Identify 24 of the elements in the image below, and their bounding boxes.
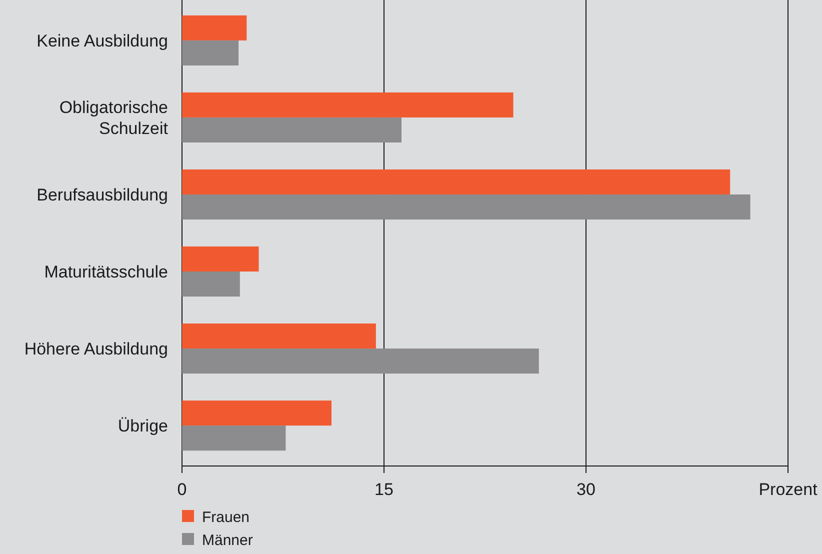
y-tick-label: Höhere Ausbildung	[24, 340, 168, 359]
bar	[182, 324, 376, 349]
x-tick-label: 15	[374, 480, 394, 499]
bar	[182, 246, 259, 272]
y-tick-label: Obligatorische Schulzeit	[59, 98, 168, 138]
y-tick-label: Übrige	[118, 416, 168, 436]
x-tick-label: 30	[576, 480, 596, 499]
bar	[182, 272, 240, 297]
bar	[182, 400, 332, 426]
x-tick-label: 0	[177, 480, 187, 499]
bar	[182, 169, 730, 194]
bar	[182, 40, 239, 66]
bar	[182, 15, 247, 40]
x-tick-label: Prozent	[758, 480, 818, 499]
y-tick-label: Berufsausbildung	[36, 185, 168, 204]
bar	[182, 348, 539, 374]
legend-label: Männer	[202, 532, 253, 549]
bar	[182, 194, 750, 220]
y-tick-label: Maturitätsschule	[44, 262, 168, 282]
y-tick-label: Keine Ausbildung	[36, 31, 168, 50]
bar	[182, 92, 514, 118]
bar	[182, 117, 402, 142]
legend-label: Frauen	[202, 509, 250, 526]
bar	[182, 426, 286, 451]
